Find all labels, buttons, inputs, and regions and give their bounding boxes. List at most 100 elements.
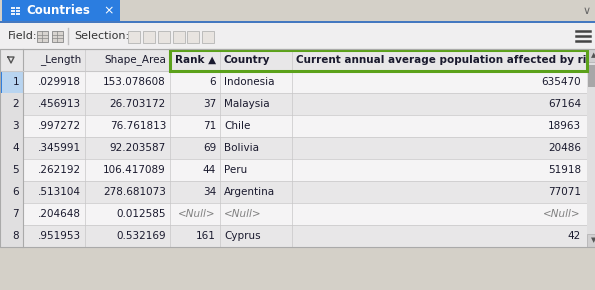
Text: Rank ▲: Rank ▲ [175, 55, 216, 65]
Text: 7: 7 [12, 209, 19, 219]
Text: 71: 71 [203, 121, 216, 131]
Text: Argentina: Argentina [224, 187, 275, 197]
Bar [587, 234, 595, 247]
Bar [2, 0, 120, 21]
Text: .513104: .513104 [38, 187, 81, 197]
Bar [0, 0, 595, 22]
Text: 67164: 67164 [548, 99, 581, 109]
Text: 20486: 20486 [548, 143, 581, 153]
Text: Selection:: Selection: [74, 31, 129, 41]
Text: 42: 42 [568, 231, 581, 241]
Text: 161: 161 [196, 231, 216, 241]
Bar [0, 115, 587, 137]
Text: Field:: Field: [8, 31, 37, 41]
Bar [36, 30, 48, 41]
Bar [173, 31, 185, 43]
Text: 2: 2 [12, 99, 19, 109]
Bar [15, 10, 20, 12]
Text: Countries: Countries [26, 5, 90, 17]
Text: Indonesia: Indonesia [224, 77, 274, 87]
Text: Country: Country [224, 55, 271, 65]
Bar [128, 31, 140, 43]
Bar [0, 21, 595, 23]
Text: 0.012585: 0.012585 [117, 209, 166, 219]
Bar [0, 93, 587, 115]
Bar [0, 115, 23, 137]
Bar [170, 50, 587, 70]
Bar [0, 203, 587, 225]
Text: 3: 3 [12, 121, 19, 131]
Text: ×: × [104, 4, 114, 17]
Text: .029918: .029918 [38, 77, 81, 87]
Text: 278.681073: 278.681073 [103, 187, 166, 197]
Text: ∨: ∨ [583, 6, 591, 16]
Text: 4: 4 [12, 143, 19, 153]
Bar [0, 137, 587, 159]
Text: 44: 44 [203, 165, 216, 175]
Bar [0, 137, 23, 159]
Bar [0, 71, 23, 93]
Bar [143, 31, 155, 43]
Text: 6: 6 [12, 187, 19, 197]
Bar [11, 10, 14, 12]
Text: Malaysia: Malaysia [224, 99, 270, 109]
Text: 37: 37 [203, 99, 216, 109]
Bar [0, 49, 595, 71]
Bar [0, 49, 595, 247]
Text: Peru: Peru [224, 165, 248, 175]
Text: 5: 5 [12, 165, 19, 175]
Text: ▼: ▼ [591, 238, 595, 244]
Text: _Length: _Length [40, 55, 81, 66]
Bar [0, 225, 587, 247]
Bar [202, 31, 214, 43]
Text: 153.078608: 153.078608 [104, 77, 166, 87]
Bar [0, 93, 23, 115]
Bar [187, 31, 199, 43]
Text: 0.532169: 0.532169 [117, 231, 166, 241]
Text: ▲: ▲ [591, 52, 595, 59]
Text: 635470: 635470 [541, 77, 581, 87]
Bar [0, 159, 23, 181]
Bar [0, 225, 23, 247]
Text: 8: 8 [12, 231, 19, 241]
Text: Shape_Area: Shape_Area [104, 55, 166, 66]
Bar [158, 31, 170, 43]
Bar [0, 71, 587, 93]
Bar [587, 49, 595, 247]
Text: 92.203587: 92.203587 [109, 143, 166, 153]
Text: .997272: .997272 [38, 121, 81, 131]
Text: .951953: .951953 [38, 231, 81, 241]
Text: .262192: .262192 [38, 165, 81, 175]
Bar [0, 71, 2, 93]
Bar [0, 23, 595, 49]
Bar [0, 203, 23, 225]
Bar [587, 49, 595, 62]
Text: .345991: .345991 [38, 143, 81, 153]
Bar [0, 159, 587, 181]
Bar [15, 7, 20, 9]
Text: .456913: .456913 [38, 99, 81, 109]
Bar [588, 65, 595, 87]
Text: <Null>: <Null> [224, 209, 262, 219]
Text: <Null>: <Null> [543, 209, 581, 219]
Text: <Null>: <Null> [178, 209, 216, 219]
Text: Cyprus: Cyprus [224, 231, 261, 241]
Bar [52, 30, 62, 41]
Text: 69: 69 [203, 143, 216, 153]
Bar [15, 13, 20, 15]
Text: Bolivia: Bolivia [224, 143, 259, 153]
Text: .204648: .204648 [38, 209, 81, 219]
Text: 77071: 77071 [548, 187, 581, 197]
Text: 6: 6 [209, 77, 216, 87]
Text: Chile: Chile [224, 121, 250, 131]
Bar [11, 13, 14, 15]
Bar [0, 181, 587, 203]
Text: 51918: 51918 [548, 165, 581, 175]
Text: 34: 34 [203, 187, 216, 197]
Text: Current annual average population affected by river floods: Current annual average population affect… [296, 55, 595, 65]
Text: 26.703172: 26.703172 [109, 99, 166, 109]
Text: 106.417089: 106.417089 [104, 165, 166, 175]
Bar [11, 7, 14, 9]
Text: 18963: 18963 [548, 121, 581, 131]
Text: 1: 1 [12, 77, 19, 87]
